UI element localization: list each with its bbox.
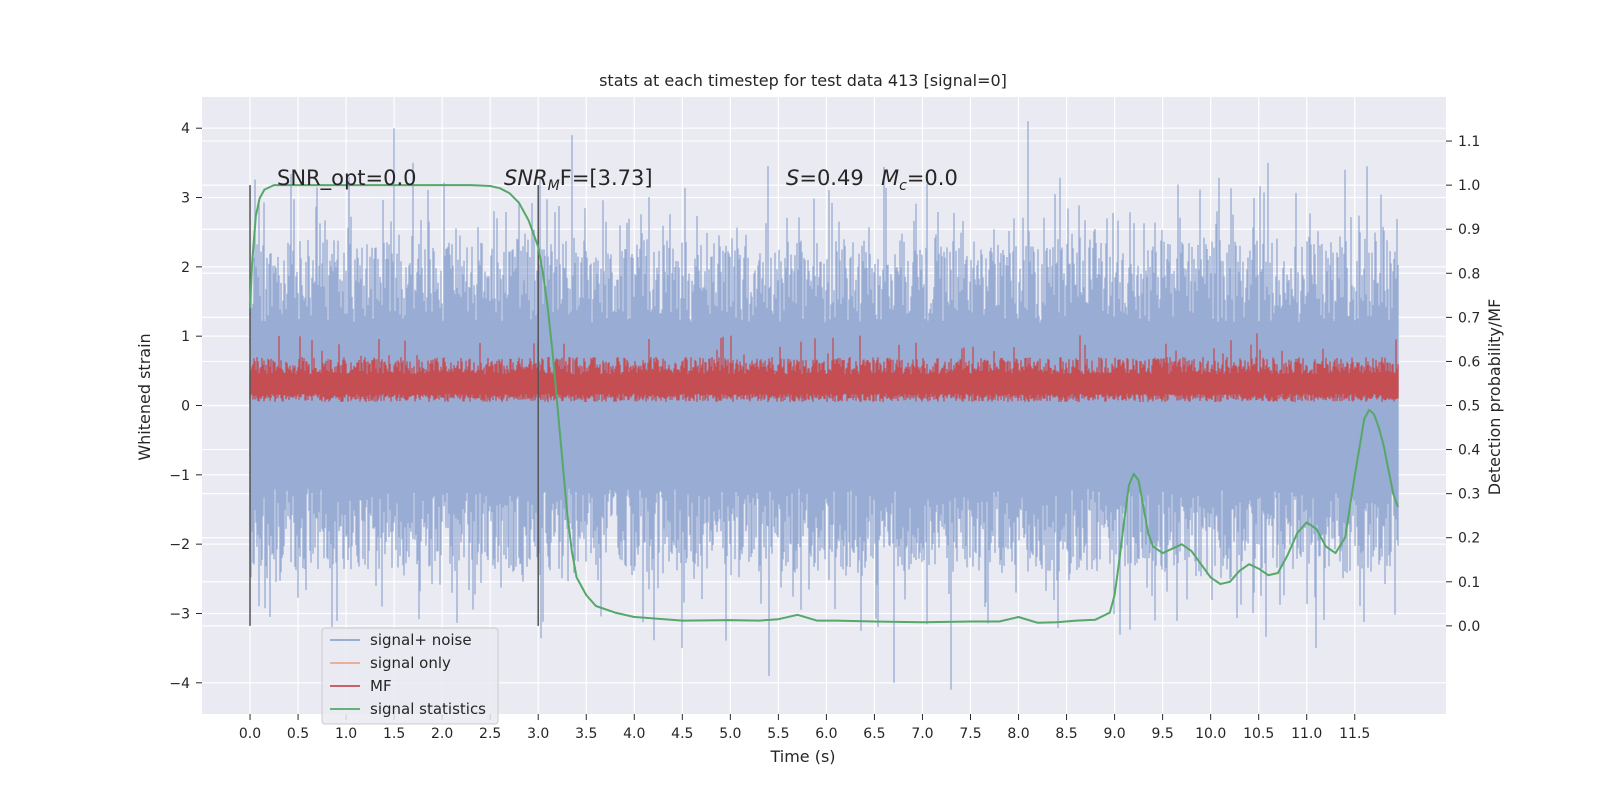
- x-tick-label: 11.5: [1339, 726, 1370, 742]
- left-y-tick-label: 2: [181, 260, 190, 276]
- legend-label-signal-statistics: signal statistics: [370, 700, 486, 718]
- snr-mf-subscript: M: [548, 178, 560, 194]
- left-y-tick-label: 0: [181, 399, 190, 415]
- left-y-tick-label: 3: [181, 191, 190, 207]
- x-tick-label: 4.0: [623, 726, 645, 742]
- left-y-tick-label: −2: [169, 537, 190, 553]
- x-axis-ticks: 0.0 0.5 1.0 1.5 2.0 2.5 3.0 3.5 4.0 4.5 5.0 5.5 6.0 6…: [239, 714, 1370, 742]
- signal-statistics-line: [249, 184, 1399, 624]
- legend-label-mf: MF: [370, 677, 392, 695]
- right-y-tick-label: 0.3: [1458, 487, 1480, 503]
- x-tick-label: 3.0: [527, 726, 549, 742]
- left-y-tick-label: 4: [181, 121, 190, 137]
- x-tick-label: 9.0: [1103, 726, 1125, 742]
- legend: signal+ noise signal only MF signal stat…: [321, 627, 499, 725]
- x-tick-label: 7.0: [911, 726, 933, 742]
- annotation-s: S=0.49: [786, 166, 864, 190]
- x-tick-label: 6.0: [815, 726, 837, 742]
- right-y-tick-label: 0.5: [1458, 399, 1480, 415]
- x-tick-label: 8.0: [1007, 726, 1029, 742]
- left-y-tick-label: −3: [169, 606, 190, 622]
- right-y-axis-label: Detection probability/MF: [1485, 299, 1504, 496]
- mc-symbol: M: [881, 166, 899, 190]
- x-tick-label: 11.0: [1291, 726, 1322, 742]
- right-y-tick-label: 0.8: [1458, 266, 1480, 282]
- snr-mf-symbol: SNR: [504, 166, 548, 190]
- left-y-tick-label: 1: [181, 329, 190, 345]
- annotation-snr-opt: SNR_opt=0.0: [277, 166, 417, 191]
- x-tick-label: 5.0: [719, 726, 741, 742]
- legend-box: [321, 627, 499, 725]
- x-tick-label: 1.5: [383, 726, 405, 742]
- x-tick-label: 2.5: [479, 726, 501, 742]
- chart-title: stats at each timestep for test data 413…: [599, 71, 1007, 90]
- x-tick-label: 0.0: [239, 726, 261, 742]
- x-tick-label: 10.5: [1243, 726, 1274, 742]
- s-value: =0.49: [799, 166, 863, 190]
- signal-statistics-series: [249, 184, 1399, 624]
- x-tick-label: 9.5: [1151, 726, 1173, 742]
- x-tick-label: 6.5: [863, 726, 885, 742]
- x-tick-label: 3.5: [575, 726, 597, 742]
- snr-mf-value: F=[3.73]: [560, 166, 653, 190]
- right-y-tick-label: 0.2: [1458, 531, 1480, 547]
- x-tick-label: 7.5: [959, 726, 981, 742]
- legend-label-signal-only: signal only: [370, 654, 451, 672]
- x-tick-label: 8.5: [1055, 726, 1077, 742]
- x-tick-label: 10.0: [1195, 726, 1226, 742]
- right-y-tick-label: 0.9: [1458, 222, 1480, 238]
- x-tick-label: 1.0: [335, 726, 357, 742]
- right-y-tick-label: 0.1: [1458, 575, 1480, 591]
- x-tick-label: 2.0: [431, 726, 453, 742]
- vertical-markers: [249, 185, 539, 626]
- right-y-tick-label: 0.7: [1458, 310, 1480, 326]
- annotation-snr-mf: SNRMF=[3.73]: [504, 166, 653, 194]
- x-tick-label: 5.5: [767, 726, 789, 742]
- right-y-tick-label: 0.6: [1458, 354, 1480, 370]
- left-y-axis-ticks: 4 3 2 1 0 −1 −2 −3 −4: [169, 121, 202, 692]
- right-y-tick-label: 1.1: [1458, 134, 1480, 150]
- right-y-tick-label: 0.0: [1458, 619, 1480, 635]
- x-tick-label: 4.5: [671, 726, 693, 742]
- annotation-mc: Mc=0.0: [881, 166, 958, 194]
- right-y-tick-label: 1.0: [1458, 178, 1480, 194]
- right-y-tick-label: 0.4: [1458, 443, 1480, 459]
- mc-value: =0.0: [907, 166, 958, 190]
- x-axis-label: Time (s): [769, 747, 835, 766]
- left-y-tick-label: −1: [169, 468, 190, 484]
- left-y-tick-label: −4: [169, 676, 190, 692]
- mc-subscript: c: [899, 178, 907, 194]
- s-symbol: S: [786, 166, 799, 190]
- left-y-axis-label: Whitened strain: [135, 333, 154, 460]
- x-tick-label: 0.5: [287, 726, 309, 742]
- right-y-axis-ticks: 1.1 1.0 0.9 0.8 0.7 0.6 0.5 0.4 0.3 0.2 0.1 0.0: [1446, 134, 1480, 635]
- legend-label-signal-noise: signal+ noise: [370, 631, 472, 649]
